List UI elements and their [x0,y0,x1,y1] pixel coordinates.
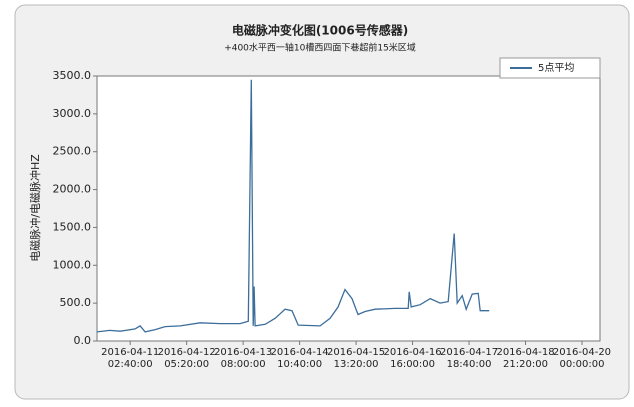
x-tick-label: 2016-04-20 00:00:00 [553,347,611,370]
x-tick-label: 2016-04-12 05:20:00 [158,347,216,370]
plot-area [96,75,601,342]
y-tick-label: 2000.0 [53,183,92,196]
x-tick-label: 2016-04-15 13:20:00 [327,347,385,370]
x-tick-label: 2016-04-14 10:40:00 [271,347,329,370]
chart-subtitle: +400水平西一轴10槽西四面下巷超前15米区域 [224,42,416,54]
x-tick-label: 2016-04-16 16:00:00 [384,347,442,370]
chart-title: 电磁脉冲变化图(1006号传感器) [232,23,408,38]
y-tick-label: 0.0 [74,334,92,347]
y-axis-label: 电磁脉冲/电磁脉冲HZ [28,154,42,262]
x-tick-label: 2016-04-17 18:40:00 [440,347,498,370]
y-tick-label: 500.0 [60,296,92,309]
data-line [96,79,490,333]
x-tick-label: 2016-04-18 21:20:00 [496,347,554,370]
y-tick-label: 3000.0 [53,107,92,120]
y-tick-label: 3500.0 [53,69,92,82]
y-tick-label: 1000.0 [53,258,92,271]
legend-box [499,57,601,79]
y-tick-label: 2500.0 [53,145,92,158]
y-tick-label: 1500.0 [53,220,92,233]
x-tick-label: 2016-04-11 02:40:00 [101,347,159,370]
x-tick-label: 2016-04-13 08:00:00 [214,347,272,370]
legend-label: 5点平均 [538,62,574,74]
